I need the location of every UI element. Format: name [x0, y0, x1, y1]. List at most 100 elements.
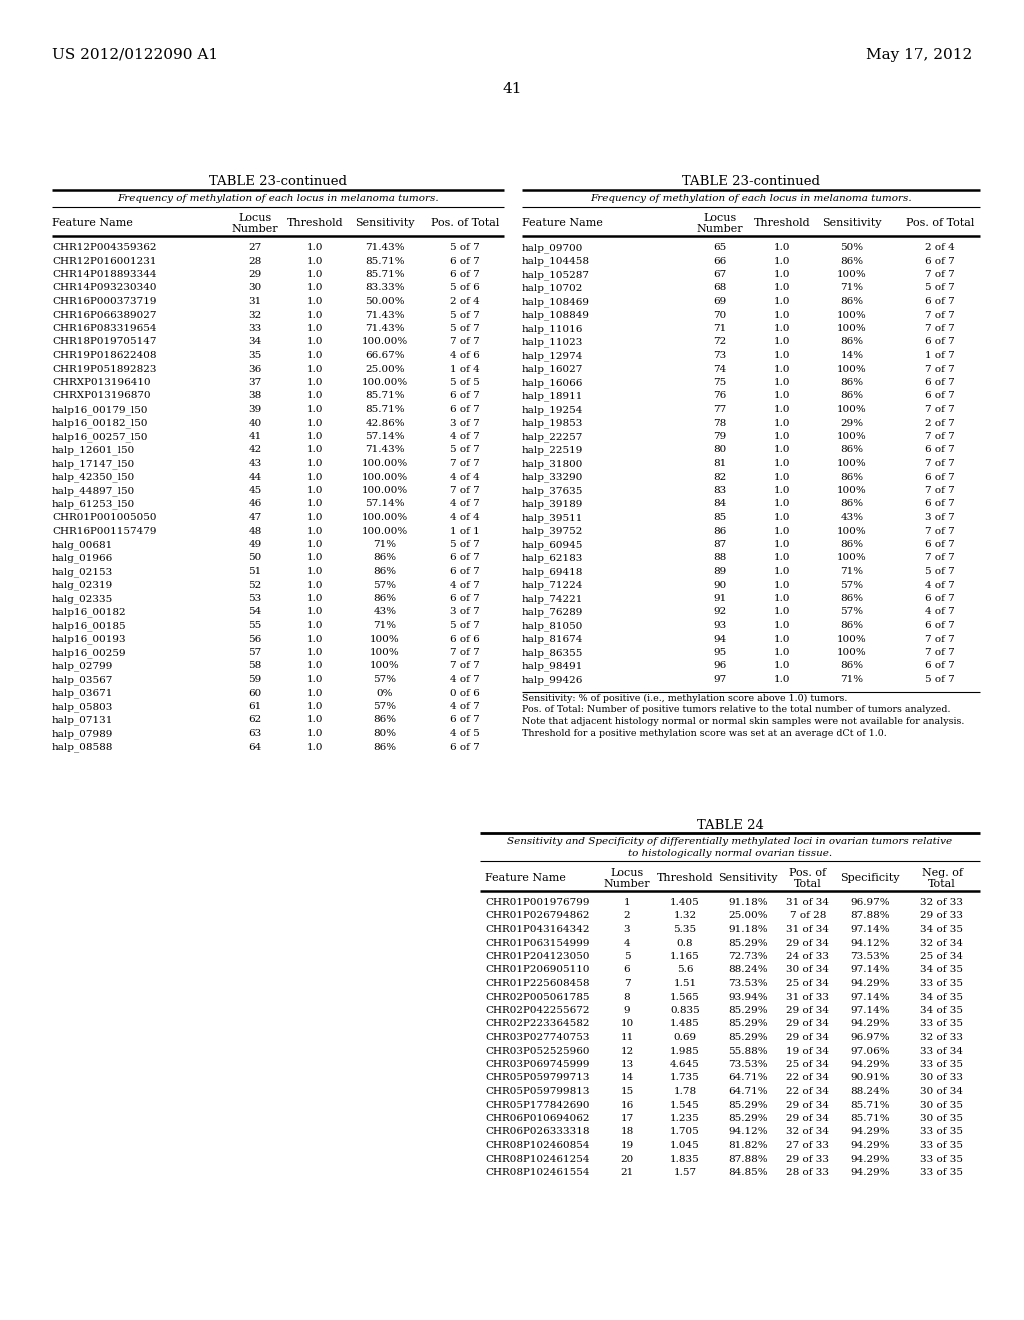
- Text: 1.045: 1.045: [670, 1140, 699, 1150]
- Text: 53: 53: [249, 594, 261, 603]
- Text: 32 of 34: 32 of 34: [921, 939, 964, 948]
- Text: halp_18911: halp_18911: [522, 392, 584, 401]
- Text: 85.29%: 85.29%: [728, 1114, 768, 1123]
- Text: halp16_00185: halp16_00185: [52, 620, 127, 631]
- Text: 85.29%: 85.29%: [728, 1006, 768, 1015]
- Text: 31 of 34: 31 of 34: [786, 898, 829, 907]
- Text: 71%: 71%: [841, 675, 863, 684]
- Text: 100%: 100%: [838, 310, 867, 319]
- Text: 40: 40: [249, 418, 261, 428]
- Text: 7 of 7: 7 of 7: [925, 323, 954, 333]
- Text: 5: 5: [624, 952, 631, 961]
- Text: halg_02153: halg_02153: [52, 568, 114, 577]
- Text: 5 of 7: 5 of 7: [451, 620, 480, 630]
- Text: halp_19254: halp_19254: [522, 405, 584, 414]
- Text: 1.57: 1.57: [674, 1168, 696, 1177]
- Text: 34 of 35: 34 of 35: [921, 965, 964, 974]
- Text: 1.32: 1.32: [674, 912, 696, 920]
- Text: 100%: 100%: [838, 323, 867, 333]
- Text: 97.14%: 97.14%: [850, 1006, 890, 1015]
- Text: 1.0: 1.0: [774, 661, 791, 671]
- Text: 6 of 7: 6 of 7: [451, 392, 480, 400]
- Text: 4 of 7: 4 of 7: [451, 702, 480, 711]
- Text: 86%: 86%: [374, 715, 396, 725]
- Text: 3 of 7: 3 of 7: [451, 418, 480, 428]
- Text: 6 of 7: 6 of 7: [925, 446, 954, 454]
- Text: Feature Name: Feature Name: [485, 873, 566, 883]
- Text: 5 of 7: 5 of 7: [451, 323, 480, 333]
- Text: 86%: 86%: [374, 553, 396, 562]
- Text: halp_74221: halp_74221: [522, 594, 584, 603]
- Text: Threshold: Threshold: [656, 873, 714, 883]
- Text: 37: 37: [249, 378, 261, 387]
- Text: 47: 47: [249, 513, 261, 521]
- Text: 7 of 7: 7 of 7: [925, 635, 954, 644]
- Text: 5.35: 5.35: [674, 925, 696, 935]
- Text: 69: 69: [714, 297, 727, 306]
- Text: 100.00%: 100.00%: [361, 338, 409, 346]
- Text: 86%: 86%: [374, 742, 396, 751]
- Text: 11: 11: [621, 1034, 634, 1041]
- Text: halp16_00179_l50: halp16_00179_l50: [52, 405, 148, 414]
- Text: 1.0: 1.0: [307, 581, 324, 590]
- Text: Sensitivity: Sensitivity: [355, 218, 415, 228]
- Text: 1.0: 1.0: [307, 513, 324, 521]
- Text: 25 of 34: 25 of 34: [786, 1060, 829, 1069]
- Text: 97.14%: 97.14%: [850, 925, 890, 935]
- Text: halp_86355: halp_86355: [522, 648, 584, 657]
- Text: 66.67%: 66.67%: [366, 351, 404, 360]
- Text: Frequency of methylation of each locus in melanoma tumors.: Frequency of methylation of each locus i…: [117, 194, 439, 203]
- Text: 92: 92: [714, 607, 727, 616]
- Text: Threshold for a positive methylation score was set at an average dCt of 1.0.: Threshold for a positive methylation sco…: [522, 730, 887, 738]
- Text: 1.0: 1.0: [774, 581, 791, 590]
- Text: 75: 75: [714, 378, 727, 387]
- Text: 97: 97: [714, 675, 727, 684]
- Text: CHR05P177842690: CHR05P177842690: [485, 1101, 590, 1110]
- Text: 84.85%: 84.85%: [728, 1168, 768, 1177]
- Text: 1.0: 1.0: [774, 499, 791, 508]
- Text: 1.0: 1.0: [307, 540, 324, 549]
- Text: 1.0: 1.0: [774, 432, 791, 441]
- Text: 96.97%: 96.97%: [850, 1034, 890, 1041]
- Text: 1 of 1: 1 of 1: [451, 527, 480, 536]
- Text: 94.29%: 94.29%: [850, 1060, 890, 1069]
- Text: 31 of 34: 31 of 34: [786, 925, 829, 935]
- Text: Sensitivity: Sensitivity: [718, 873, 778, 883]
- Text: 19 of 34: 19 of 34: [786, 1047, 829, 1056]
- Text: CHR19P051892823: CHR19P051892823: [52, 364, 157, 374]
- Text: 49: 49: [249, 540, 261, 549]
- Text: 85.71%: 85.71%: [366, 271, 404, 279]
- Text: 71.43%: 71.43%: [366, 323, 404, 333]
- Text: 22 of 34: 22 of 34: [786, 1073, 829, 1082]
- Text: 1.0: 1.0: [307, 675, 324, 684]
- Text: 41: 41: [502, 82, 522, 96]
- Text: halp_07989: halp_07989: [52, 729, 114, 739]
- Text: CHR02P223364582: CHR02P223364582: [485, 1019, 590, 1028]
- Text: CHRXP013196870: CHRXP013196870: [52, 392, 151, 400]
- Text: 1.985: 1.985: [670, 1047, 699, 1056]
- Text: 1.0: 1.0: [774, 527, 791, 536]
- Text: 29 of 34: 29 of 34: [786, 1101, 829, 1110]
- Text: 1.0: 1.0: [307, 553, 324, 562]
- Text: 7 of 7: 7 of 7: [925, 432, 954, 441]
- Text: 28 of 33: 28 of 33: [786, 1168, 829, 1177]
- Text: 5 of 7: 5 of 7: [451, 540, 480, 549]
- Text: 1.51: 1.51: [674, 979, 696, 987]
- Text: 100%: 100%: [838, 271, 867, 279]
- Text: 71: 71: [714, 323, 727, 333]
- Text: Neg. of: Neg. of: [922, 869, 963, 878]
- Text: 1.0: 1.0: [774, 620, 791, 630]
- Text: 24 of 33: 24 of 33: [786, 952, 829, 961]
- Text: 1.0: 1.0: [307, 607, 324, 616]
- Text: 94.12%: 94.12%: [728, 1127, 768, 1137]
- Text: Sensitivity: % of positive (i.e., methylation score above 1.0) tumors.: Sensitivity: % of positive (i.e., methyl…: [522, 693, 848, 702]
- Text: Locus: Locus: [703, 213, 736, 223]
- Text: 6 of 7: 6 of 7: [925, 620, 954, 630]
- Text: 6 of 7: 6 of 7: [451, 715, 480, 725]
- Text: 30 of 34: 30 of 34: [786, 965, 829, 974]
- Text: 43: 43: [249, 459, 261, 469]
- Text: 88.24%: 88.24%: [850, 1086, 890, 1096]
- Text: 84: 84: [714, 499, 727, 508]
- Text: 32 of 34: 32 of 34: [786, 1127, 829, 1137]
- Text: CHR12P016001231: CHR12P016001231: [52, 256, 157, 265]
